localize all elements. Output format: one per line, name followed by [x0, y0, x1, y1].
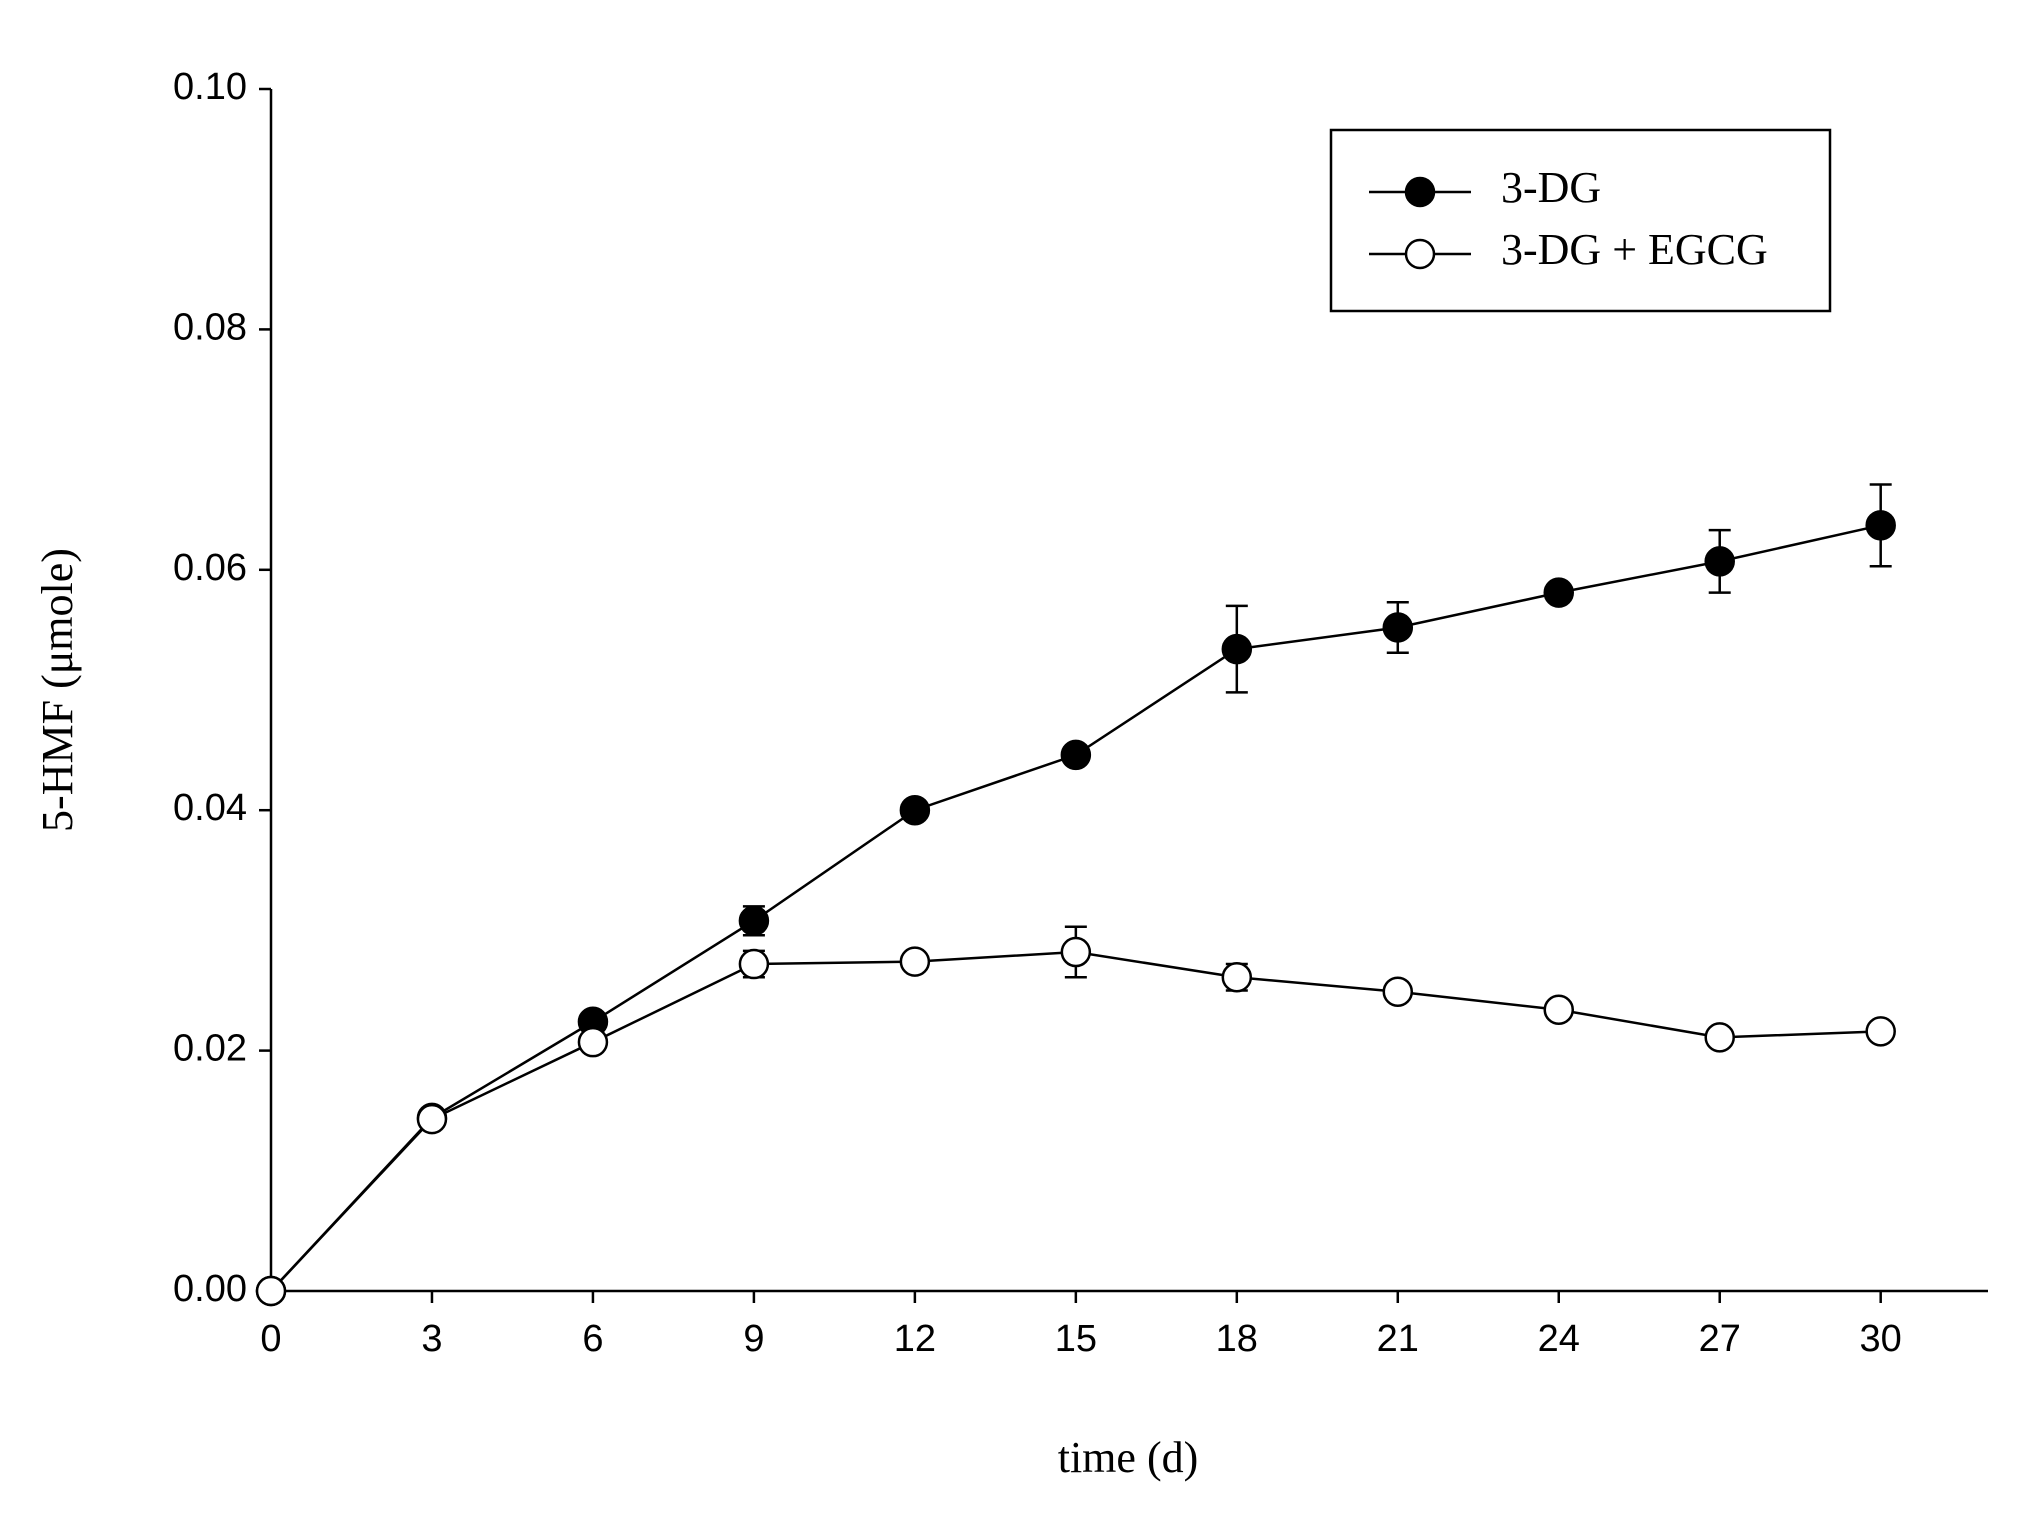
point: [738, 905, 770, 937]
point: [1382, 976, 1414, 1007]
point: [1060, 936, 1092, 968]
y-tick-label: 0.02: [173, 1028, 247, 1070]
point: [255, 1275, 287, 1307]
point: [1704, 546, 1735, 577]
point: [1865, 1016, 1896, 1047]
x-tick-label: 3: [421, 1318, 442, 1360]
legend-label: 3-DG + EGCG: [1501, 225, 1768, 274]
point: [1382, 612, 1414, 643]
y-tick-label: 0.10: [173, 66, 247, 108]
x-tick-label: 27: [1699, 1318, 1741, 1360]
point: [577, 1026, 609, 1058]
series-line: [270, 524, 1881, 1292]
y-axis-label: 5-HMF (μmole): [33, 548, 82, 832]
x-tick-label: 30: [1860, 1318, 1902, 1360]
x-tick-label: 24: [1538, 1318, 1580, 1360]
point: [1543, 577, 1574, 608]
legend-label: 3-DG: [1501, 163, 1601, 212]
point: [416, 1103, 448, 1135]
point: [1543, 994, 1574, 1025]
legend-marker: [1404, 238, 1436, 270]
series-line: [270, 950, 1881, 1292]
legend-marker: [1404, 176, 1436, 208]
x-tick-label: 18: [1216, 1318, 1258, 1360]
y-tick-label: 0.04: [173, 787, 247, 829]
legend-box: [1329, 128, 1832, 313]
x-tick-label: 21: [1377, 1318, 1419, 1360]
point: [1060, 739, 1092, 771]
y-tick-label: 0.08: [173, 306, 247, 348]
point: [738, 948, 770, 980]
y-tick-label: 0.00: [173, 1268, 247, 1310]
x-tick-label: 0: [260, 1318, 281, 1360]
point: [1221, 962, 1253, 993]
x-tick-label: 6: [582, 1318, 603, 1360]
x-tick-label: 15: [1055, 1318, 1097, 1360]
point: [899, 794, 931, 826]
y-tick-label: 0.06: [173, 547, 247, 589]
x-axis-label: time (d): [1058, 1433, 1199, 1482]
point: [1865, 510, 1896, 541]
point: [899, 946, 931, 977]
x-tick-label: 9: [743, 1318, 764, 1360]
point: [1221, 633, 1253, 665]
x-tick-label: 12: [894, 1318, 936, 1360]
point: [1704, 1022, 1735, 1053]
